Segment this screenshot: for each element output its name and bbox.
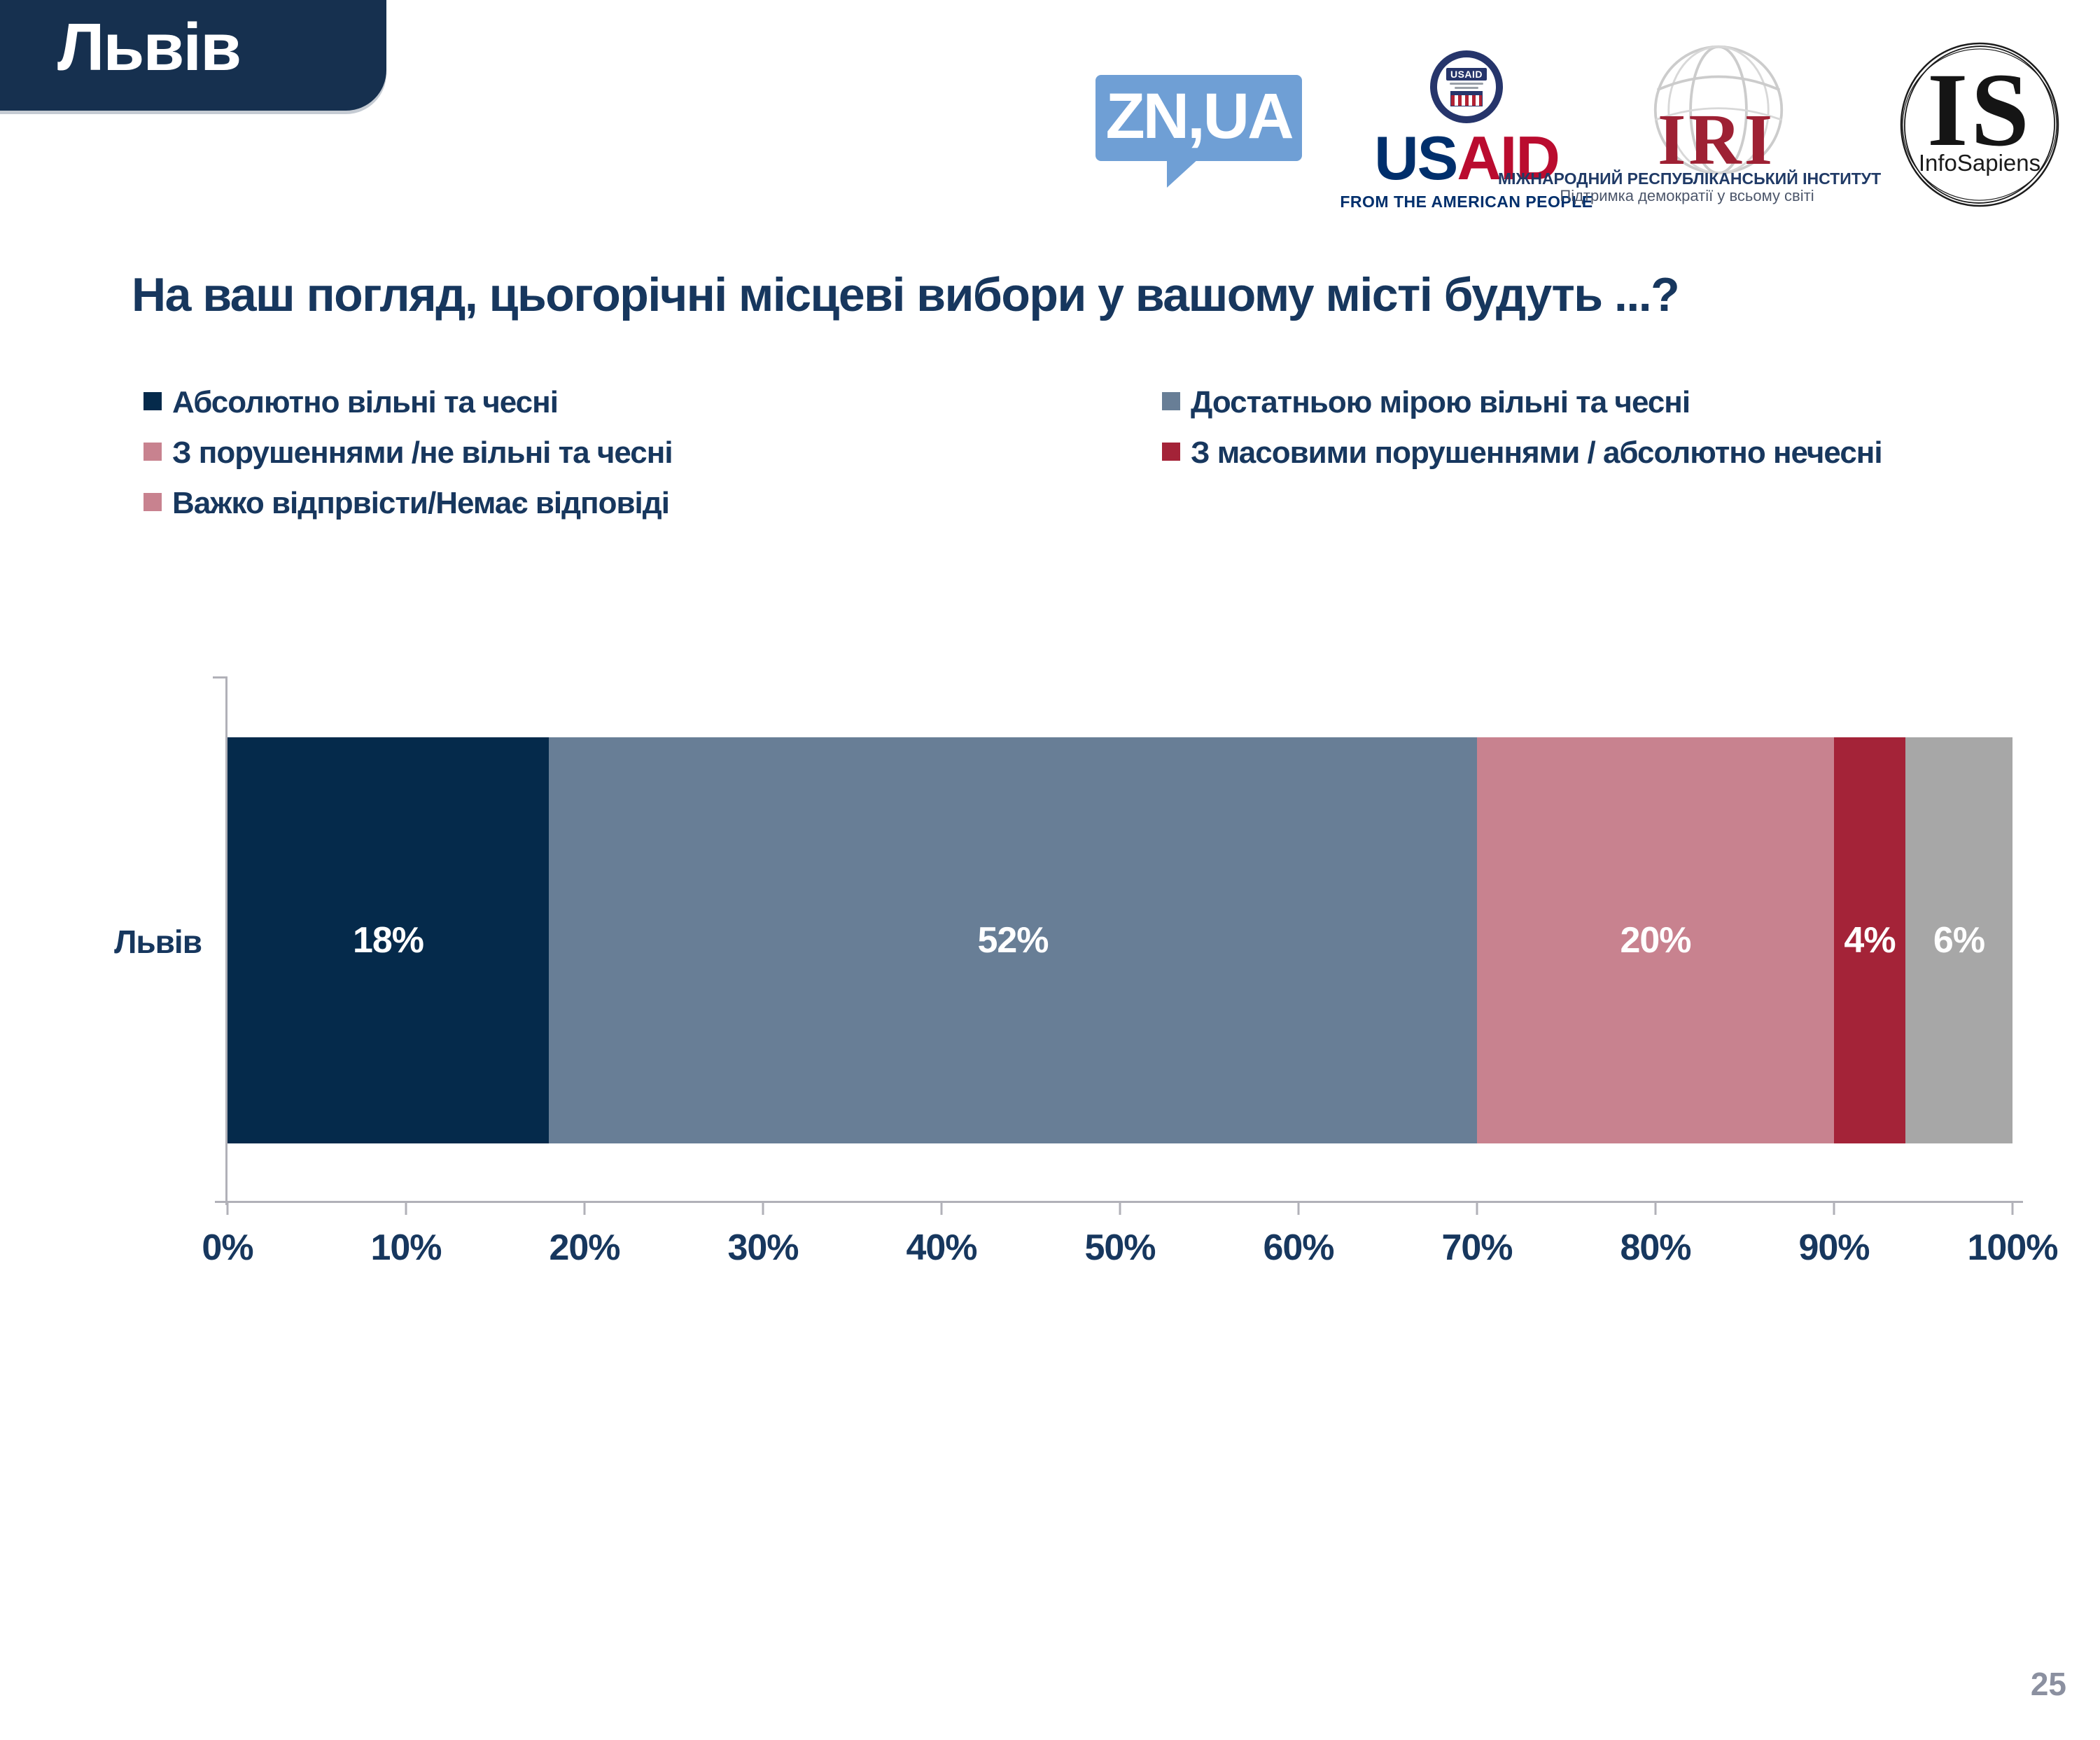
usaid-seal-icon: USAID (1430, 50, 1503, 123)
x-axis-ticks (226, 1203, 2014, 1215)
bar-segment-value: 18% (352, 920, 424, 961)
x-tick-mark (1119, 1203, 1121, 1215)
legend-item-3: З масовими порушеннями / абсолютно нечес… (1162, 436, 1977, 471)
x-tick-mark (1476, 1203, 1478, 1215)
x-tick-mark (405, 1203, 407, 1215)
legend: Абсолютно вільні та чесні Достатньою міро… (144, 385, 1977, 520)
znua-logo: ZN,UA (1096, 75, 1302, 188)
x-tick-mark (1654, 1203, 1657, 1215)
usaid-handshake-icon (1455, 86, 1478, 89)
znua-logo-text: ZN,UA (1105, 80, 1294, 152)
bar-segment-value: 20% (1620, 920, 1691, 961)
x-axis-line (215, 1201, 2023, 1203)
x-tick-label: 100% (1967, 1227, 2059, 1268)
legend-label: Важко відпрвісти/Немає відповіді (172, 486, 670, 521)
x-tick-label: 40% (906, 1227, 977, 1268)
usaid-seal-label: USAID (1446, 67, 1488, 81)
infosapiens-logo: IS InfoSapiens (1898, 41, 2061, 209)
infosapiens-name: InfoSapiens (1918, 150, 2041, 176)
x-tick-mark (226, 1203, 229, 1215)
usaid-wordmark-aid: AID (1457, 123, 1560, 193)
usaid-handshake-icon (1450, 82, 1483, 85)
legend-label: З масовими порушеннями / абсолютно нечес… (1191, 436, 1883, 471)
x-tick-label: 20% (549, 1227, 620, 1268)
usaid-logo: USAID USAID FROM THE AMERICAN PEOPLE (1334, 50, 1600, 211)
x-tick-label: 0% (202, 1227, 253, 1268)
category-label: Львів (114, 924, 202, 960)
bar-segment-4: 6% (1905, 737, 2012, 1143)
iri-logo: IRI МІЖНАРОДНИЙ РЕСПУБЛІКАНСЬКИЙ ІНСТИТУ… (1498, 42, 1881, 210)
stacked-bar: 18% 52% 20% 4% 6% (227, 737, 2012, 1143)
bar-segment-2: 20% (1477, 737, 1834, 1143)
x-tick-mark (583, 1203, 586, 1215)
legend-swatch-icon (144, 392, 162, 410)
x-tick-mark (940, 1203, 943, 1215)
iri-acronym: IRI (1658, 99, 1776, 180)
bar-segment-0: 18% (227, 737, 549, 1143)
x-tick-label: 30% (727, 1227, 799, 1268)
city-banner-title: Львів (57, 10, 241, 85)
x-tick-label: 60% (1263, 1227, 1334, 1268)
legend-swatch-icon (1162, 443, 1180, 461)
legend-label: З порушеннями /не вільні та чесні (172, 436, 673, 471)
x-tick-mark (1833, 1203, 1835, 1215)
legend-item-1: Достатньою мірою вільні та чесні (1162, 385, 1977, 419)
bar-segment-value: 4% (1844, 920, 1896, 961)
legend-swatch-icon (1162, 392, 1180, 410)
x-tick-label: 80% (1620, 1227, 1691, 1268)
x-tick-label: 70% (1441, 1227, 1513, 1268)
usaid-shield-icon (1450, 90, 1483, 106)
x-axis-labels: 0% 10% 20% 30% 40% 50% 60% 70% 80% 90% 100% (202, 1227, 2058, 1269)
infosapiens-rings-icon (1900, 42, 2059, 207)
bar-segment-3: 4% (1834, 737, 1905, 1143)
x-tick-label: 90% (1798, 1227, 1870, 1268)
y-axis-top-tick (213, 676, 226, 678)
question-title: На ваш погляд, цьогорічні місцеві вибори… (132, 268, 1680, 321)
legend-label: Достатньою мірою вільні та чесні (1191, 385, 1690, 419)
legend-item-4: Важко відпрвісти/Немає відповіді (144, 487, 1162, 520)
iri-name-line2: Підтримка демократії у всьому світі (1560, 187, 1814, 204)
legend-item-2: З порушеннями /не вільні та чесні (144, 436, 1162, 471)
znua-speech-tail-icon (1167, 158, 1199, 188)
x-tick-mark (1297, 1203, 1300, 1215)
bar-segment-value: 52% (977, 920, 1049, 961)
x-tick-mark (2011, 1203, 2014, 1215)
legend-swatch-icon (144, 443, 162, 461)
y-axis-line (225, 676, 227, 1205)
bar-segment-value: 6% (1933, 920, 1985, 961)
bar-segment-1: 52% (549, 737, 1477, 1143)
page-number: 25 (2030, 1666, 2066, 1702)
x-tick-mark (762, 1203, 764, 1215)
legend-item-0: Абсолютно вільні та чесні (144, 385, 1162, 419)
chart-plot-area: 18% 52% 20% 4% 6% 0% 10% 20% 30% 40% 50% 60% 70% 80%… (202, 676, 2059, 1268)
usaid-wordmark: USAID (1334, 127, 1600, 189)
x-tick-label: 10% (370, 1227, 442, 1268)
iri-name-line1: МІЖНАРОДНИЙ РЕСПУБЛІКАНСЬКИЙ ІНСТИТУТ (1498, 169, 1882, 188)
legend-swatch-icon (144, 493, 162, 512)
usaid-wordmark-us: US (1374, 123, 1458, 193)
x-tick-label: 50% (1084, 1227, 1156, 1268)
usaid-tagline: FROM THE AMERICAN PEOPLE (1340, 193, 1593, 211)
iri-globe-icon (1653, 45, 1784, 175)
infosapiens-acronym: IS (1927, 52, 2032, 168)
legend-label: Абсолютно вільні та чесні (172, 385, 559, 419)
city-banner: Львів (0, 0, 386, 111)
